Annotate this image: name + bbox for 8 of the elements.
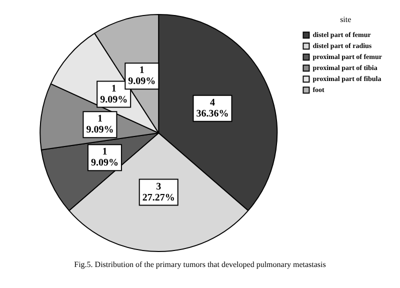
- data-label: 4 36.36%: [196, 97, 229, 120]
- caption: Fig.5. Distribution of the primary tumors that developed pulmonary metastasis: [73, 260, 327, 269]
- data-label: 3 27.27%: [142, 181, 175, 204]
- data-label: 1 9.09%: [86, 114, 114, 136]
- data-label: 1 9.09%: [100, 83, 128, 106]
- data-label: 1 9.09%: [128, 65, 156, 88]
- legend-title: site: [340, 15, 352, 24]
- data-label: 1 9.09%: [90, 146, 118, 169]
